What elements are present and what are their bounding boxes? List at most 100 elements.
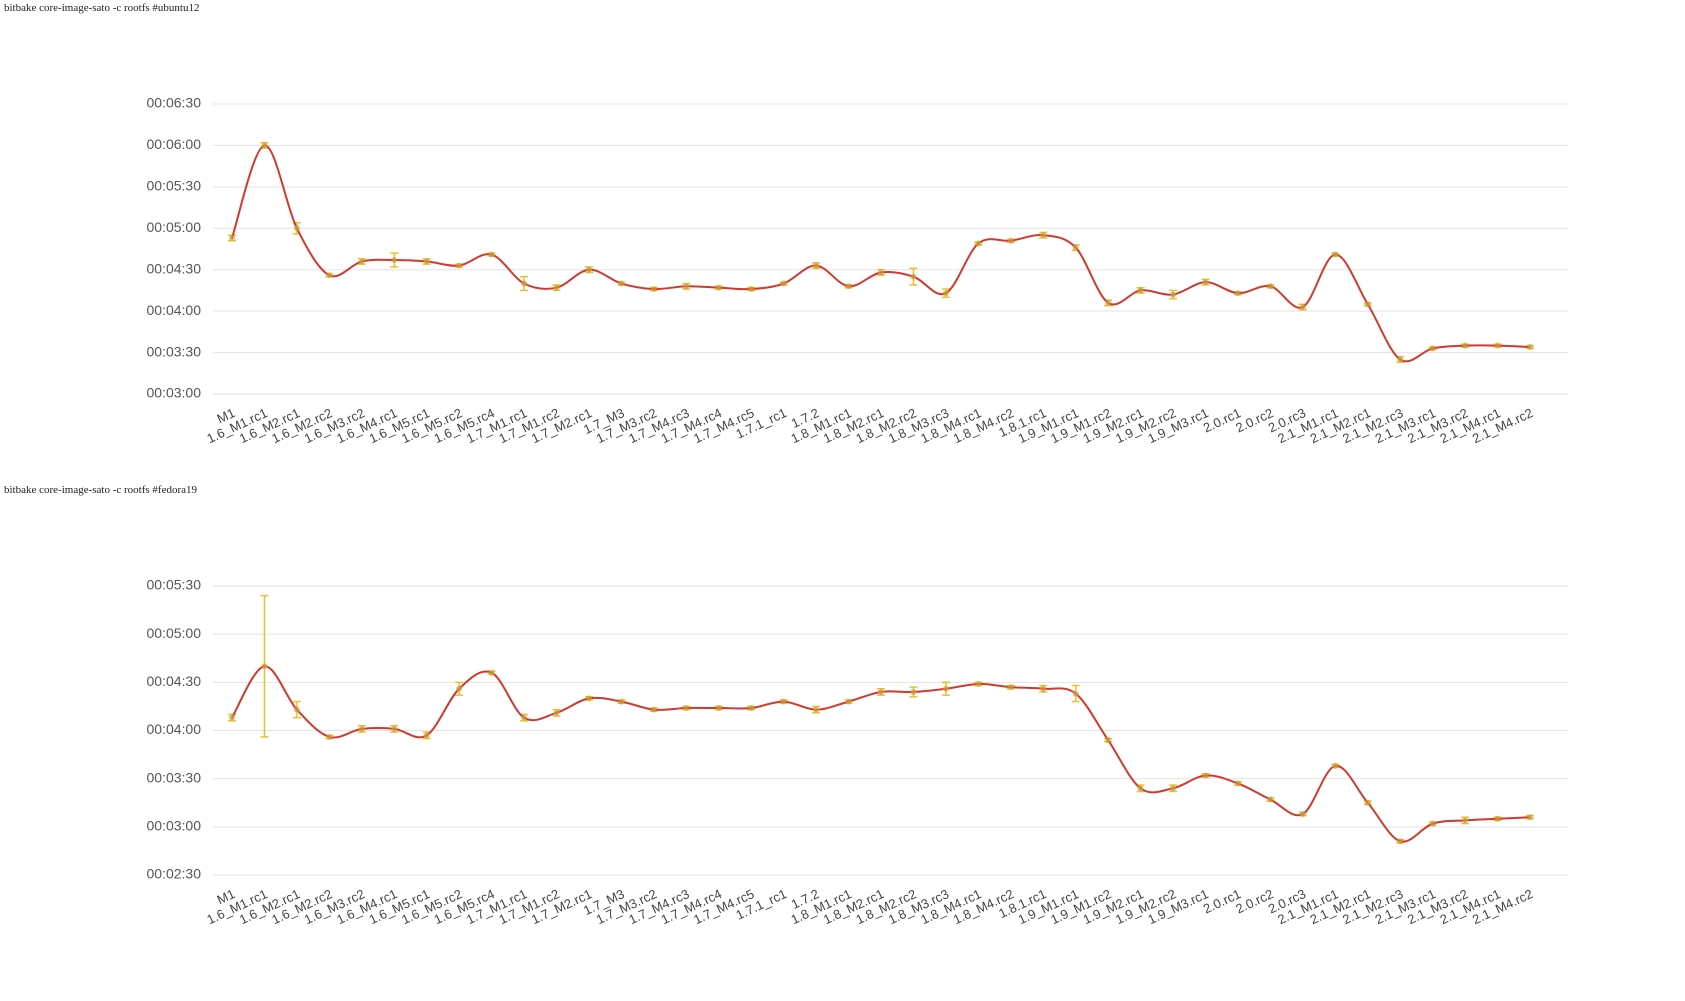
point <box>293 706 300 713</box>
point <box>1040 232 1047 239</box>
point <box>1364 799 1371 806</box>
point <box>715 284 722 291</box>
point <box>975 240 982 247</box>
point <box>715 705 722 712</box>
chart: bitbake core-image-sato -c rootfs #ubunt… <box>4 2 1568 446</box>
y-tick-label: 00:05:00 <box>147 219 202 235</box>
point <box>456 262 463 269</box>
point <box>1170 785 1177 792</box>
y-tick-label: 00:04:30 <box>147 673 202 689</box>
point <box>1494 342 1501 349</box>
point <box>975 680 982 687</box>
point <box>1040 685 1047 692</box>
y-tick-label: 00:05:30 <box>147 577 202 593</box>
y-tick-label: 00:03:00 <box>147 818 202 834</box>
point <box>1007 684 1014 691</box>
y-tick-label: 00:06:00 <box>147 136 202 152</box>
point <box>942 685 949 692</box>
point <box>813 262 820 269</box>
point <box>326 733 333 740</box>
y-tick-label: 00:03:30 <box>147 769 202 785</box>
point <box>261 142 268 149</box>
point <box>1299 304 1306 310</box>
point <box>1202 772 1209 779</box>
point <box>1397 356 1404 363</box>
point <box>585 266 592 273</box>
y-tick-label: 00:04:00 <box>147 721 202 737</box>
x-tick-label: M1 <box>215 405 238 426</box>
point <box>878 688 884 695</box>
point <box>293 225 300 232</box>
point <box>780 280 787 287</box>
y-tick-label: 00:03:00 <box>147 385 202 401</box>
point <box>1527 344 1533 351</box>
point <box>910 688 917 695</box>
point <box>683 705 690 712</box>
point <box>456 685 463 692</box>
x-tick-label: M1 <box>215 886 238 907</box>
point <box>488 251 495 258</box>
point <box>423 258 430 265</box>
y-tick-label: 00:06:30 <box>147 95 202 111</box>
point <box>391 257 398 264</box>
point <box>1072 244 1079 251</box>
point <box>1072 690 1079 697</box>
point <box>1364 301 1371 308</box>
point <box>1332 251 1339 258</box>
point <box>618 280 625 287</box>
point <box>553 284 560 291</box>
point <box>1299 810 1306 817</box>
point <box>1527 814 1533 821</box>
point <box>1234 780 1241 787</box>
point <box>1170 291 1177 298</box>
chart-title: bitbake core-image-sato -c rootfs #fedor… <box>4 484 198 496</box>
point <box>942 290 949 297</box>
point <box>521 714 528 721</box>
point <box>1267 283 1274 290</box>
point <box>1267 796 1274 803</box>
point <box>845 698 852 705</box>
point <box>1234 290 1241 297</box>
point <box>1429 820 1436 827</box>
point <box>1494 815 1501 822</box>
point <box>1462 342 1469 349</box>
point <box>326 272 333 279</box>
point <box>488 669 495 676</box>
point <box>910 273 917 280</box>
point <box>618 698 625 705</box>
y-tick-label: 00:04:30 <box>147 260 202 276</box>
point <box>585 695 592 702</box>
y-tick-label: 00:04:00 <box>147 302 202 318</box>
point <box>683 283 690 290</box>
point <box>261 663 268 670</box>
point <box>878 269 884 276</box>
point <box>845 283 852 290</box>
point <box>813 706 820 713</box>
point <box>1397 838 1404 845</box>
chart: bitbake core-image-sato -c rootfs #fedor… <box>4 484 1568 927</box>
point <box>391 725 398 732</box>
point <box>748 705 755 712</box>
point <box>229 714 235 721</box>
point <box>748 286 755 293</box>
point <box>229 234 235 241</box>
point <box>358 258 365 265</box>
point <box>650 286 657 293</box>
point <box>1332 762 1339 769</box>
point <box>1137 287 1144 294</box>
point <box>1137 785 1144 792</box>
point <box>1202 279 1209 286</box>
point <box>1462 817 1469 824</box>
point <box>423 732 430 739</box>
point <box>780 698 787 705</box>
point <box>521 280 528 287</box>
y-tick-label: 00:03:30 <box>147 343 202 359</box>
y-tick-label: 00:05:00 <box>147 625 202 641</box>
point <box>650 706 657 713</box>
point <box>358 725 365 732</box>
point <box>1105 737 1112 744</box>
chart-title: bitbake core-image-sato -c rootfs #ubunt… <box>4 2 200 14</box>
point <box>1007 237 1014 244</box>
y-tick-label: 00:02:30 <box>147 866 202 882</box>
